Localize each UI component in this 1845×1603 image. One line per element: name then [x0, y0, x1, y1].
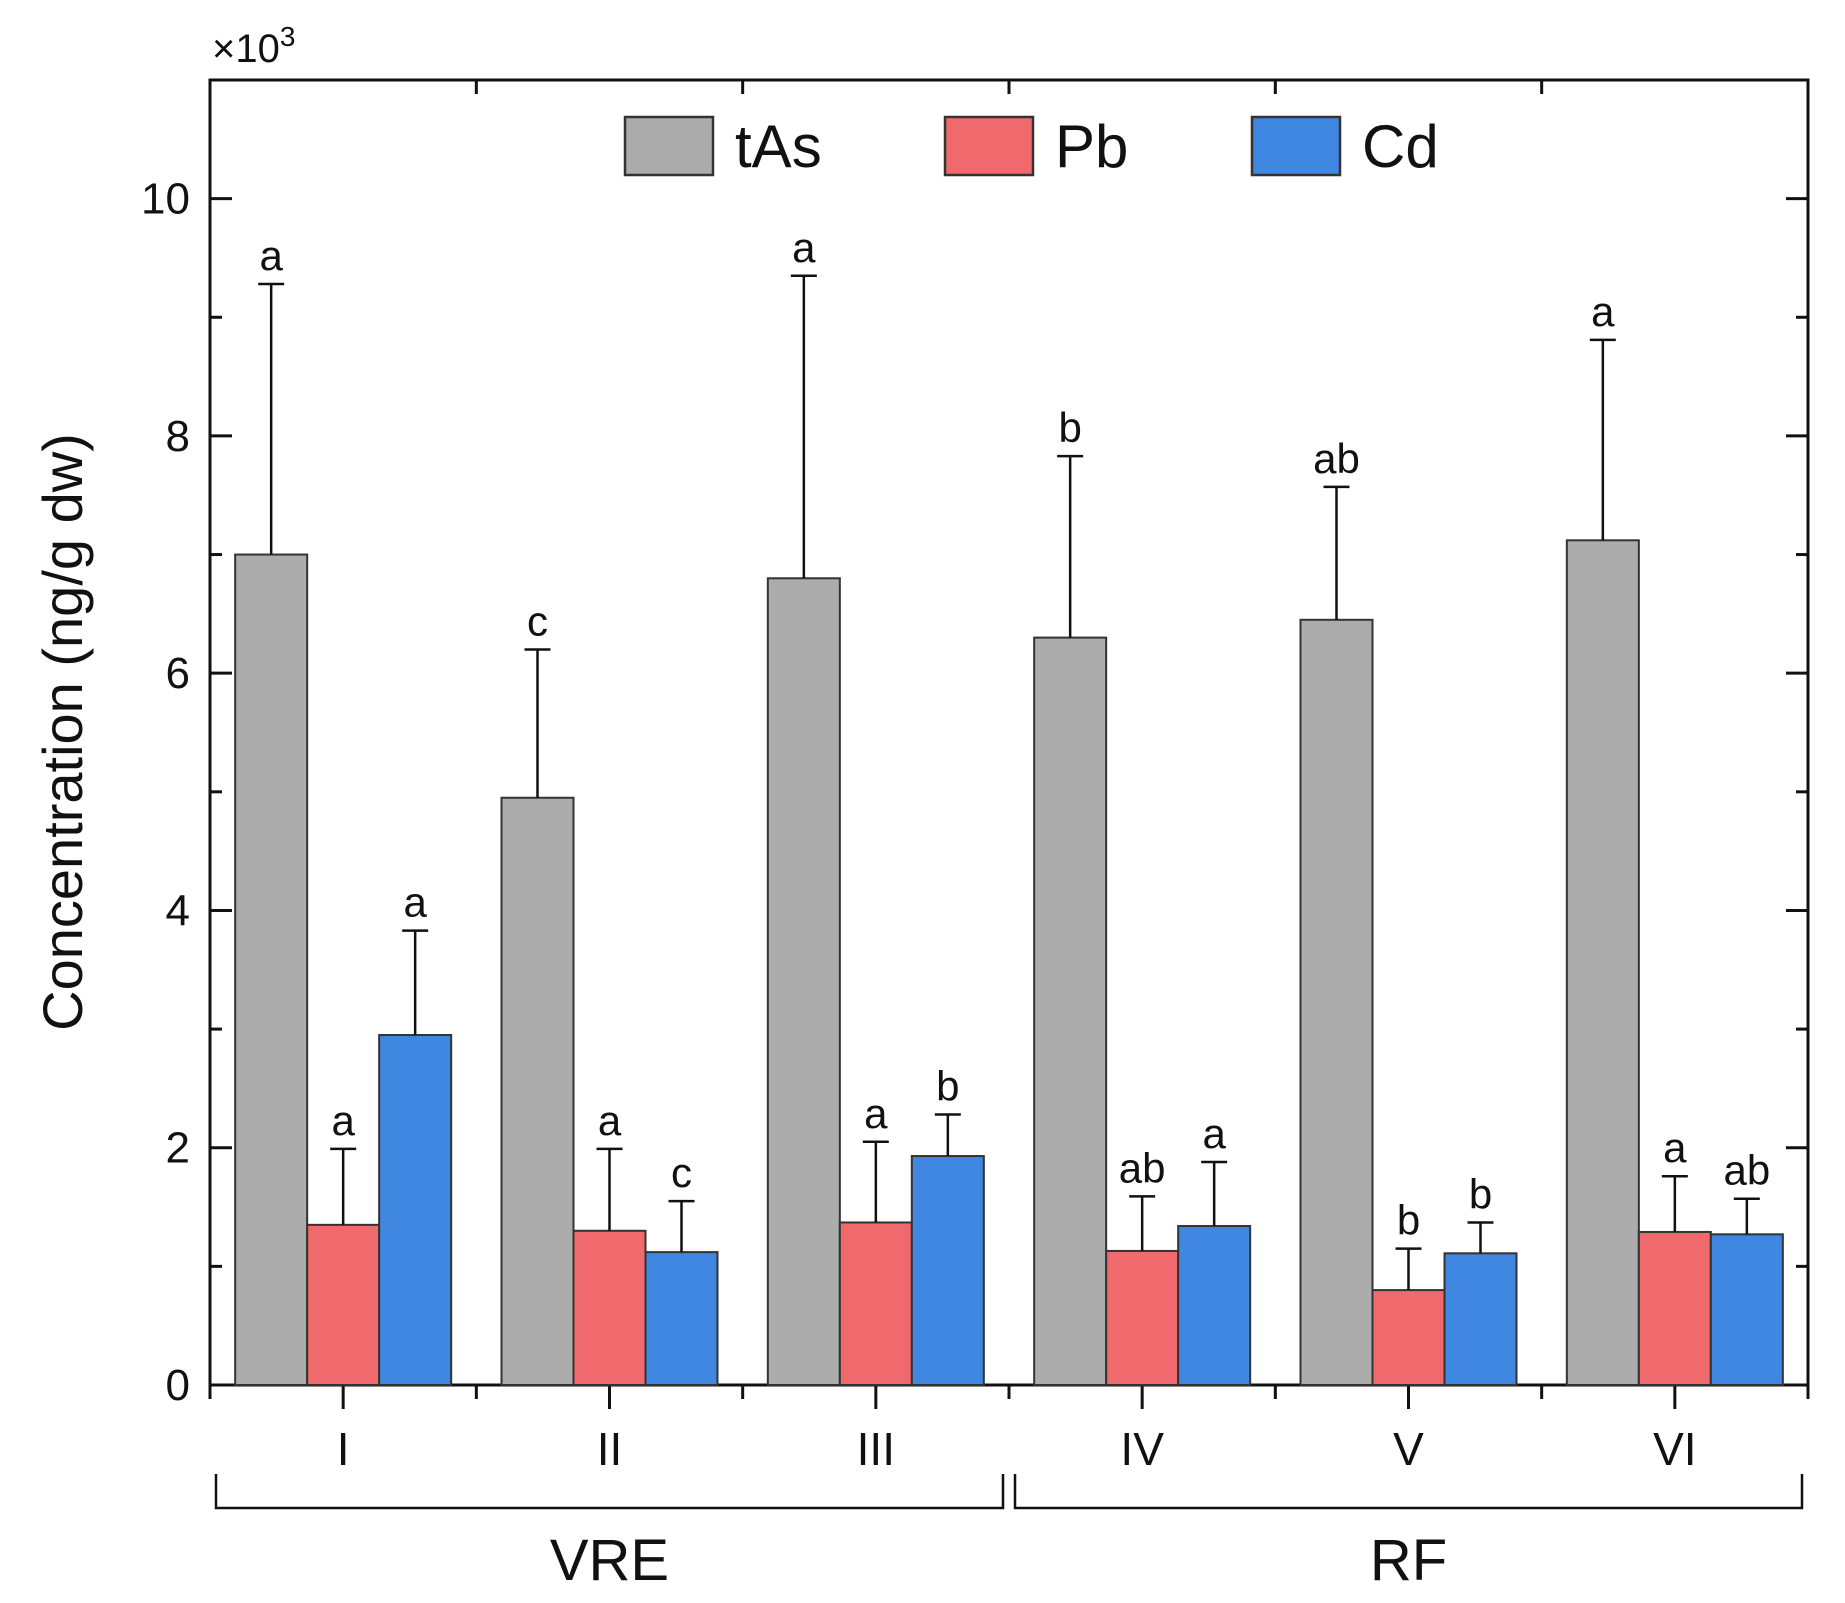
category-label: I: [337, 1423, 350, 1475]
significance-letter: ab: [1723, 1147, 1770, 1194]
y-tick-label: 6: [166, 649, 190, 698]
legend-label-cd: Cd: [1362, 113, 1439, 180]
bar-pb: [572, 1229, 647, 1386]
bars: [234, 539, 1784, 1387]
significance-letter: a: [259, 232, 283, 279]
category-label: II: [597, 1423, 623, 1475]
bar-cd: [378, 1034, 453, 1386]
significance-letter: b: [1397, 1197, 1420, 1244]
legend-swatch-cd: [1250, 115, 1342, 177]
significance-letter: c: [671, 1149, 692, 1196]
significance-letter: ab: [1119, 1144, 1166, 1191]
significance-letter: a: [1202, 1110, 1226, 1157]
bar-tas: [500, 796, 575, 1386]
group-bracket: [214, 1474, 1005, 1510]
bar-cd: [1709, 1233, 1784, 1386]
bar-tas: [766, 577, 841, 1386]
group-label: VRE: [550, 1528, 669, 1593]
group-bracket: [1013, 1474, 1804, 1510]
bar-cd: [1443, 1252, 1518, 1386]
significance-letter: a: [864, 1090, 888, 1137]
legend-swatch-tas: [623, 115, 715, 177]
bar-cd: [644, 1251, 719, 1387]
y-tick-label: 0: [166, 1361, 190, 1410]
significance-letter: a: [403, 879, 427, 926]
y-axis: 0 2 4 6 8 10: [141, 78, 1808, 1410]
bar-cd: [1177, 1225, 1252, 1386]
legend-swatch-pb: [943, 115, 1035, 177]
x-axis: I II III IV V VI: [208, 80, 1810, 1475]
legend-label-tas: tAs: [735, 113, 822, 180]
significance-letter: b: [1469, 1170, 1492, 1217]
significance-letter: c: [527, 597, 548, 644]
y-tick-label: 8: [166, 412, 190, 461]
significance-letter: b: [1058, 404, 1081, 451]
significance-letter: a: [1591, 288, 1615, 335]
bar-tas: [1299, 618, 1374, 1386]
significance-letter: a: [792, 224, 816, 271]
category-label: V: [1393, 1423, 1424, 1475]
significance-letter: ab: [1313, 435, 1360, 482]
legend-label-pb: Pb: [1055, 113, 1128, 180]
bar-tas: [1033, 636, 1108, 1386]
bar-tas: [1565, 539, 1640, 1386]
significance-letter: a: [331, 1097, 355, 1144]
y-axis-label: Concentration (ng/g dw): [31, 433, 94, 1031]
y-tick-label: 10: [141, 175, 190, 224]
bar-pb: [1637, 1230, 1712, 1387]
bar-pb: [1105, 1249, 1180, 1387]
category-label: VI: [1653, 1423, 1696, 1475]
significance-letter: b: [936, 1063, 959, 1110]
error-bars: [258, 274, 1760, 1291]
category-label: IV: [1120, 1423, 1164, 1475]
bar-cd: [910, 1155, 985, 1387]
significance-letter: a: [1663, 1124, 1687, 1171]
category-label: III: [857, 1423, 895, 1475]
bar-tas: [234, 553, 309, 1386]
y-tick-label: 4: [166, 886, 190, 935]
bar-pb: [306, 1223, 381, 1387]
group-label: RF: [1370, 1528, 1447, 1593]
y-axis-multiplier: ×103: [212, 21, 295, 71]
y-tick-label: 2: [166, 1124, 190, 1173]
significance-letter: a: [598, 1097, 622, 1144]
bar-pb: [1371, 1289, 1446, 1387]
bar-pb: [838, 1221, 913, 1386]
legend: tAs Pb Cd: [623, 113, 1439, 180]
group-brackets: VRE RF: [214, 1474, 1804, 1593]
